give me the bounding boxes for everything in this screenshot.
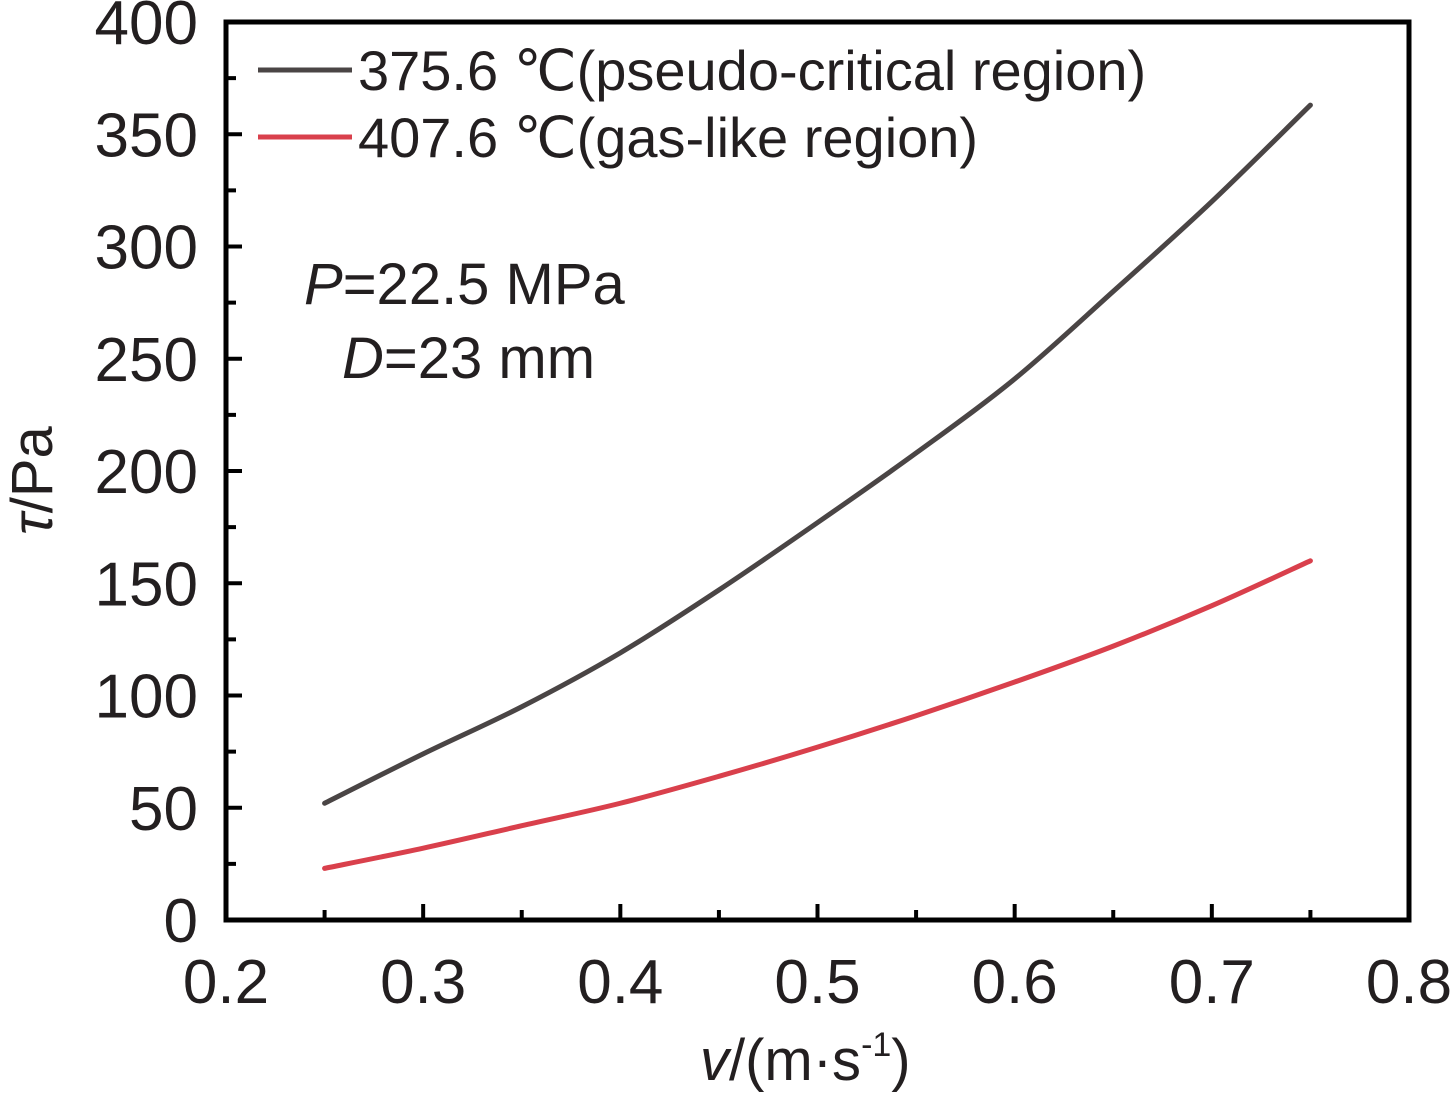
x-tick-label: 0.6	[972, 948, 1058, 1017]
tick-labels: 0.2 0.3 0.4 0.5 0.6 0.7 0.8 0 50 100 150 200 250 300 3…	[95, 0, 1451, 1017]
x-axis-var: v	[700, 1028, 732, 1093]
x-axis-unit-exponent: -1	[861, 1026, 891, 1064]
series-line-1	[322, 102, 1313, 806]
y-tick-label: 50	[129, 775, 198, 844]
y-axis-var: τ	[0, 510, 65, 535]
x-tick-label: 0.7	[1169, 948, 1255, 1017]
legend-label-1: 375.6 ℃(pseudo-critical region)	[358, 39, 1146, 102]
x-tick-label: 0.5	[774, 948, 860, 1017]
pressure-annotation: P=22.5 MPa	[304, 252, 626, 317]
legend-label-2: 407.6 ℃(gas-like region)	[358, 106, 978, 169]
y-tick-label: 300	[95, 214, 198, 283]
y-tick-label: 150	[95, 550, 198, 619]
y-axis-unit: /Pa	[0, 425, 65, 513]
x-tick-label: 0.8	[1366, 948, 1451, 1017]
y-tick-label: 400	[95, 0, 198, 58]
x-axis-title: v/(m·s-1)	[700, 1026, 911, 1093]
series-lines	[322, 102, 1313, 871]
series-line-2	[322, 558, 1313, 871]
y-tick-label: 100	[95, 663, 198, 732]
annotation-block: P=22.5 MPa D=23 mm	[304, 252, 626, 391]
x-tick-label: 0.3	[380, 948, 466, 1017]
pressure-var: P	[304, 252, 343, 317]
diameter-value: =23 mm	[384, 326, 595, 391]
x-tick-label: 0.4	[577, 948, 663, 1017]
axis-ticks	[224, 20, 1411, 922]
x-axis-unit: /(m·s	[729, 1028, 861, 1093]
x-tick-label: 0.2	[183, 948, 269, 1017]
y-tick-label: 350	[95, 101, 198, 170]
x-axis-unit-close: )	[891, 1028, 910, 1093]
y-tick-label: 250	[95, 326, 198, 395]
y-axis-title: τ/Pa	[0, 425, 65, 535]
y-tick-label: 200	[95, 438, 198, 507]
pressure-value: =22.5 MPa	[343, 252, 626, 317]
diameter-annotation: D=23 mm	[342, 326, 595, 391]
diameter-var: D	[342, 326, 384, 391]
legend: 375.6 ℃(pseudo-critical region) 407.6 ℃(…	[258, 39, 1146, 169]
y-tick-label: 0	[164, 887, 198, 956]
